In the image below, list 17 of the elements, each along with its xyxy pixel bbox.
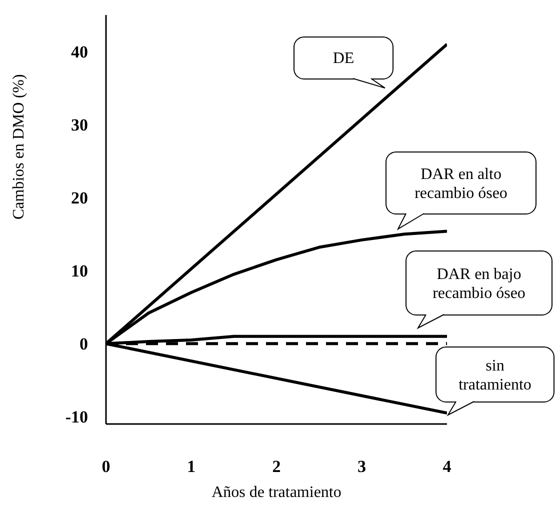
y-tick-label: 10: [71, 262, 88, 281]
text: DAR en bajo recambio óseo: [432, 266, 526, 302]
x-tick-label: 3: [358, 457, 366, 476]
text: DE: [332, 50, 354, 67]
y-tick-label: 40: [71, 42, 88, 62]
x-tick-label: 2: [272, 457, 281, 476]
x-tick-label: 0: [102, 457, 110, 476]
y-tick-label: 20: [71, 188, 88, 208]
y-tick-label: 30: [71, 116, 88, 135]
y-axis-title: Cambios en DMO (%): [10, 74, 28, 220]
series-label: DAR en alto recambio óseo: [414, 166, 508, 202]
x-tick-label: 4: [442, 457, 452, 476]
series-label: sin tratamiento: [458, 358, 532, 394]
x-tick-label: 1: [187, 457, 196, 476]
y-tick-label: -10: [65, 408, 88, 427]
y-tick-label: 0: [80, 334, 88, 354]
x-axis-title: Años de tratamiento: [212, 484, 342, 501]
